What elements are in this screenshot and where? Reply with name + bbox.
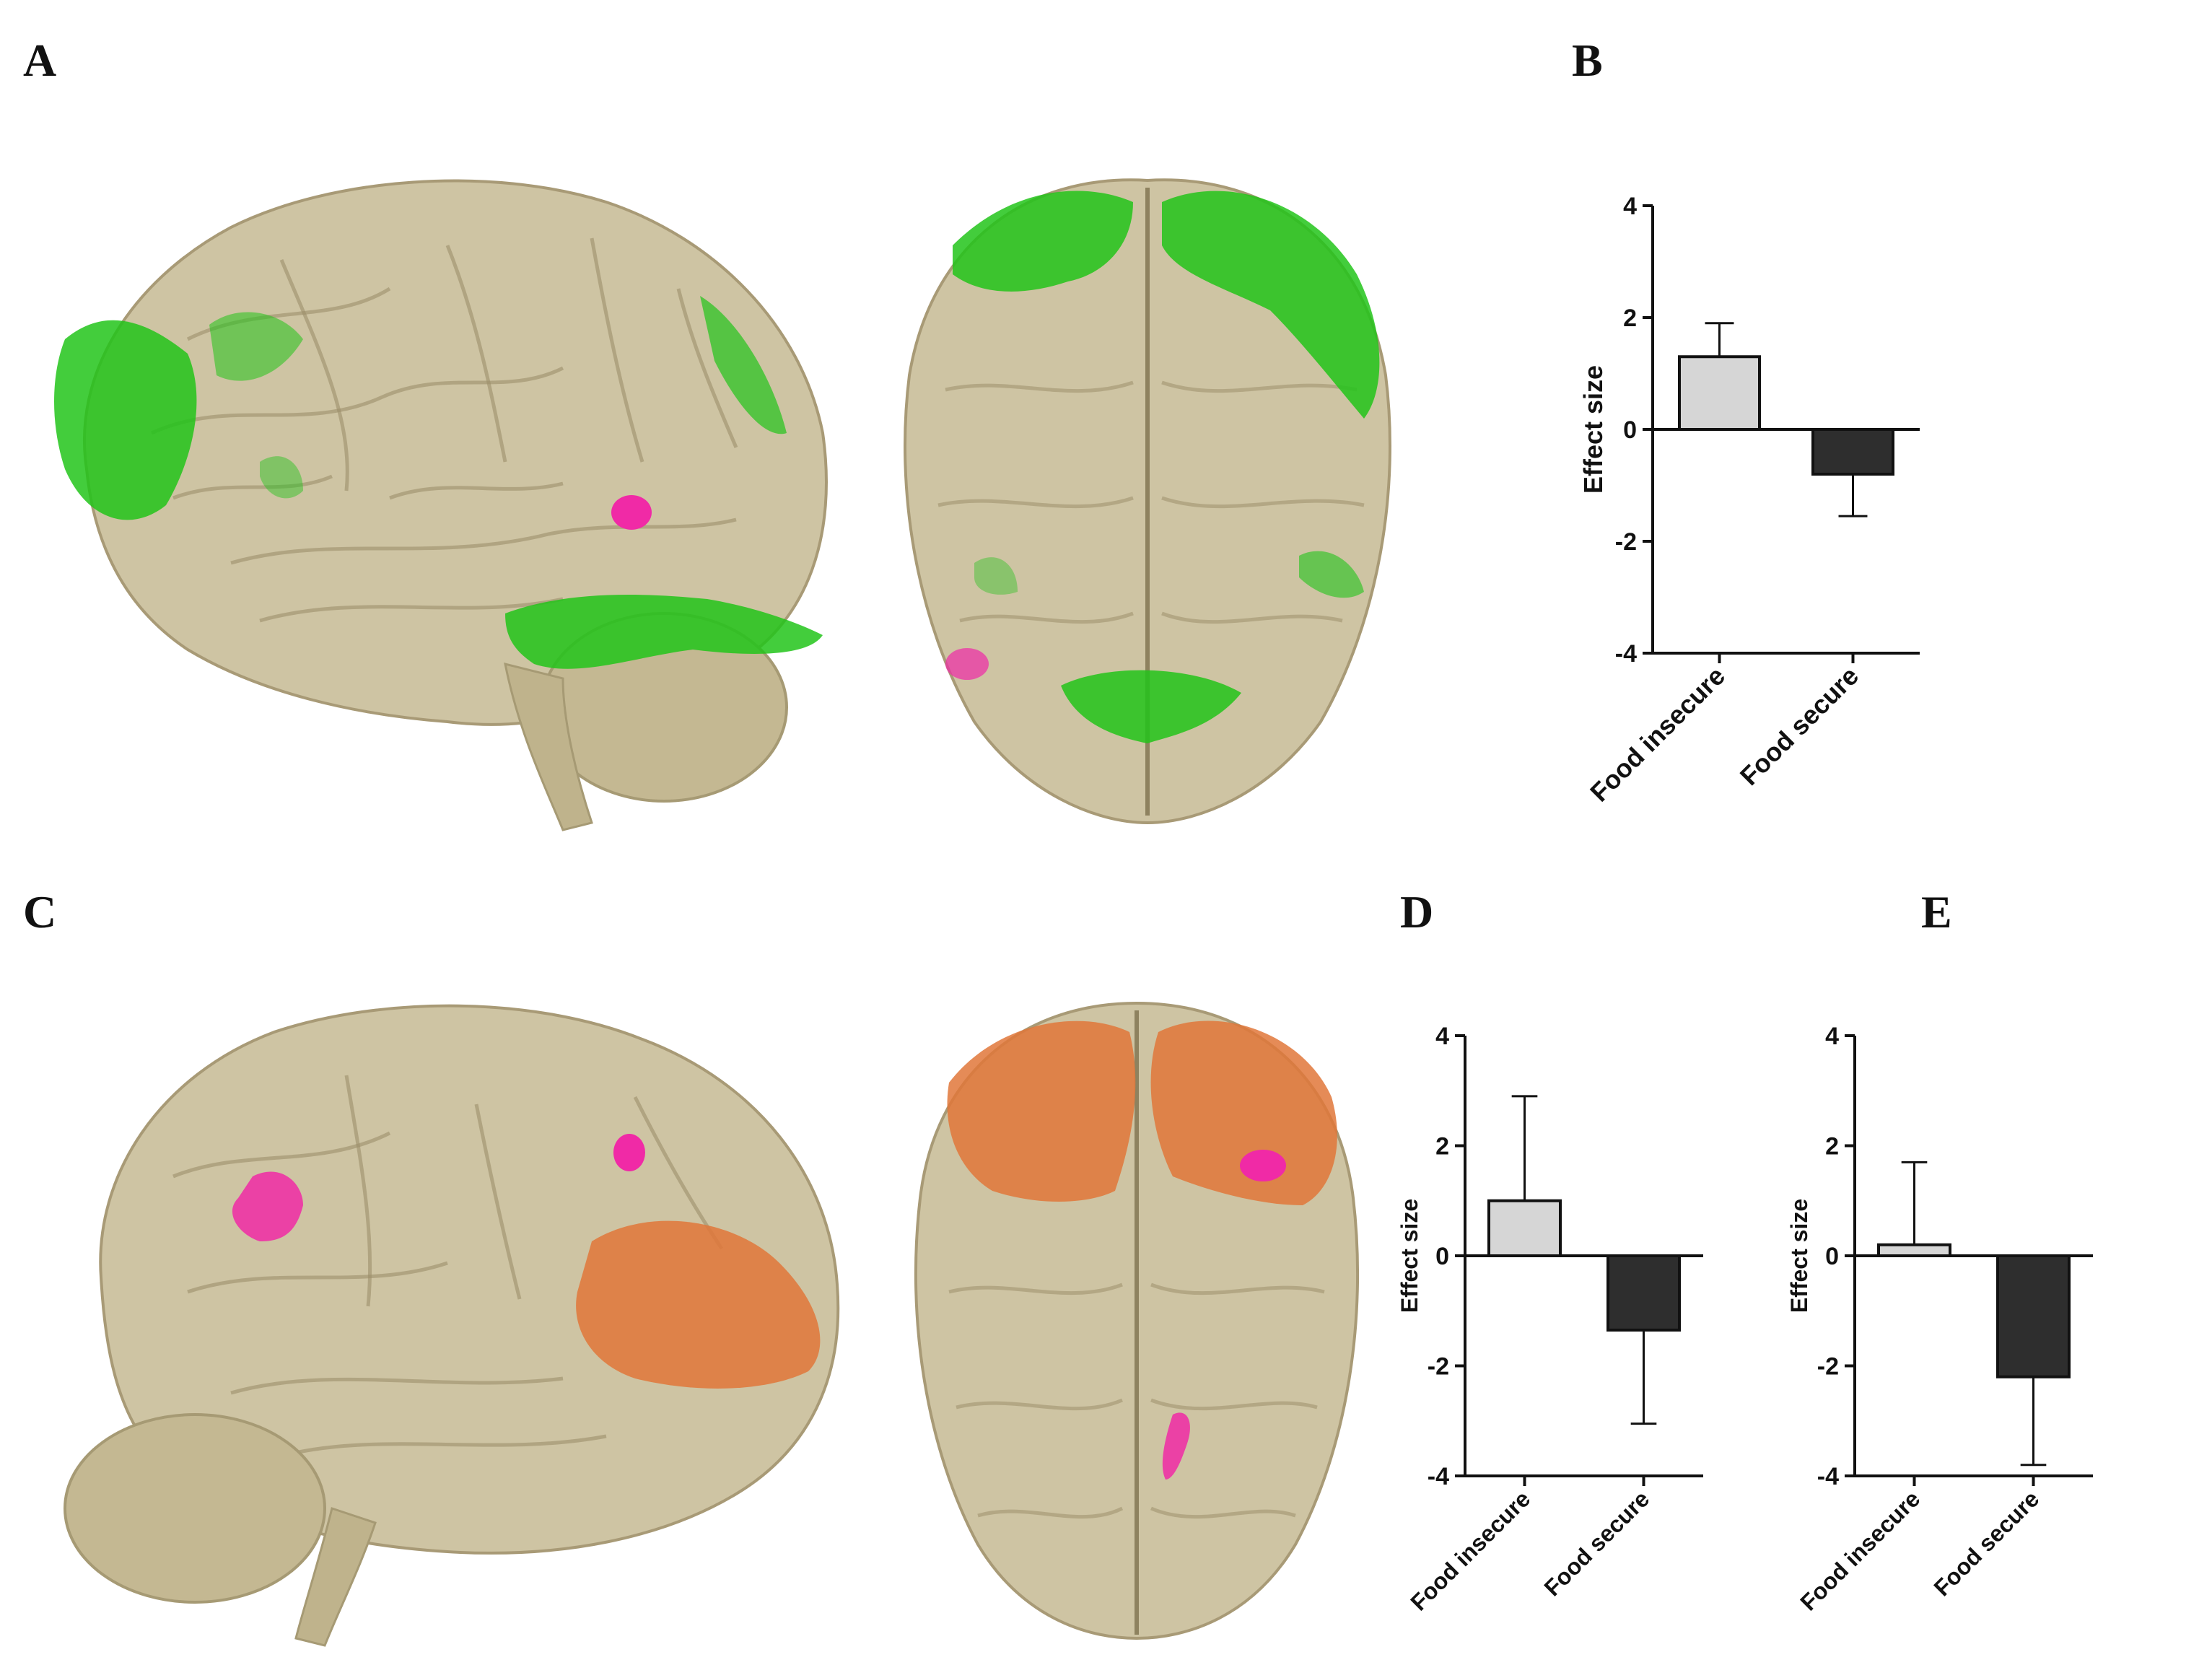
brain-lateral-view-a <box>54 179 828 831</box>
green-activation-clusters <box>953 191 1380 743</box>
y-tick-label: 2 <box>1825 1133 1839 1161</box>
y-tick-label: -4 <box>1817 1463 1839 1490</box>
y-tick-label: 0 <box>1825 1243 1839 1270</box>
y-tick-label: 4 <box>1435 1023 1449 1050</box>
y-axis-label: Effect size <box>1396 1199 1422 1313</box>
bar-food-insecure <box>1877 1243 1951 1257</box>
x-tick-label: Food insecure <box>1584 661 1731 808</box>
brain-top-view-a <box>904 178 1391 825</box>
y-tick-label: -4 <box>1615 640 1637 668</box>
magenta-activation <box>613 1134 645 1171</box>
y-tick-label: -4 <box>1428 1463 1449 1490</box>
y-tick-label: 4 <box>1825 1023 1839 1050</box>
gyri <box>948 1282 1325 1519</box>
x-tick-label: Food insecure <box>1405 1485 1535 1615</box>
x-tick-label: Food secure <box>1734 661 1864 791</box>
x-tick-label: Food secure <box>1928 1485 2044 1601</box>
orange-activation <box>947 1021 1136 1202</box>
y-axis-label: Effect size <box>1786 1199 1812 1313</box>
magenta-activation <box>232 1171 303 1241</box>
x-tick-label: Food secure <box>1539 1485 1654 1601</box>
panel-label-b: B <box>1572 35 1603 86</box>
gyri <box>937 380 1365 624</box>
panel-label-c: C <box>23 886 57 938</box>
brainstem <box>504 662 593 831</box>
brain-lateral-view-c <box>64 1004 840 1647</box>
y-tick-label: 4 <box>1623 193 1637 220</box>
y-axis-label: Effect size <box>1578 365 1608 494</box>
bar-food-insecure <box>1487 1199 1562 1257</box>
bar-food-secure <box>1811 428 1894 476</box>
bar-food-secure <box>1996 1254 2071 1378</box>
bar-chart-b: 4 2 0 -2 -4 Effect size Food insecure Food secu… <box>1578 193 1920 808</box>
bar-chart-d: 4 2 0 -2 -4 Effect size Food insecure Food secu… <box>1396 1023 1703 1616</box>
orange-activation <box>576 1220 821 1389</box>
cerebellum <box>64 1413 326 1604</box>
panel-label-a: A <box>23 35 57 86</box>
y-tick-label: 0 <box>1435 1243 1449 1270</box>
bar-food-secure <box>1606 1254 1681 1332</box>
y-tick-label: 2 <box>1435 1133 1449 1161</box>
orange-activation <box>1150 1021 1337 1205</box>
y-tick-label: -2 <box>1615 528 1637 556</box>
panel-label-e: E <box>1921 886 1952 938</box>
bar-chart-e: 4 2 0 -2 -4 Effect size Food insecure Food secu… <box>1786 1023 2093 1616</box>
magenta-activation <box>945 648 989 680</box>
magenta-activation <box>611 495 652 530</box>
y-tick-label: -2 <box>1817 1353 1839 1381</box>
y-tick-label: -2 <box>1428 1353 1449 1381</box>
x-tick-label: Food insecure <box>1795 1485 1925 1615</box>
magenta-activation <box>1240 1150 1286 1181</box>
bar-food-insecure <box>1678 355 1761 431</box>
brainstem <box>294 1507 377 1647</box>
brain-top-view-c <box>914 1001 1360 1640</box>
panel-label-d: D <box>1400 886 1434 938</box>
y-tick-label: 0 <box>1623 416 1637 444</box>
y-tick-label: 2 <box>1623 305 1637 332</box>
magenta-activation <box>1162 1412 1190 1480</box>
green-activation-clusters <box>54 296 823 669</box>
